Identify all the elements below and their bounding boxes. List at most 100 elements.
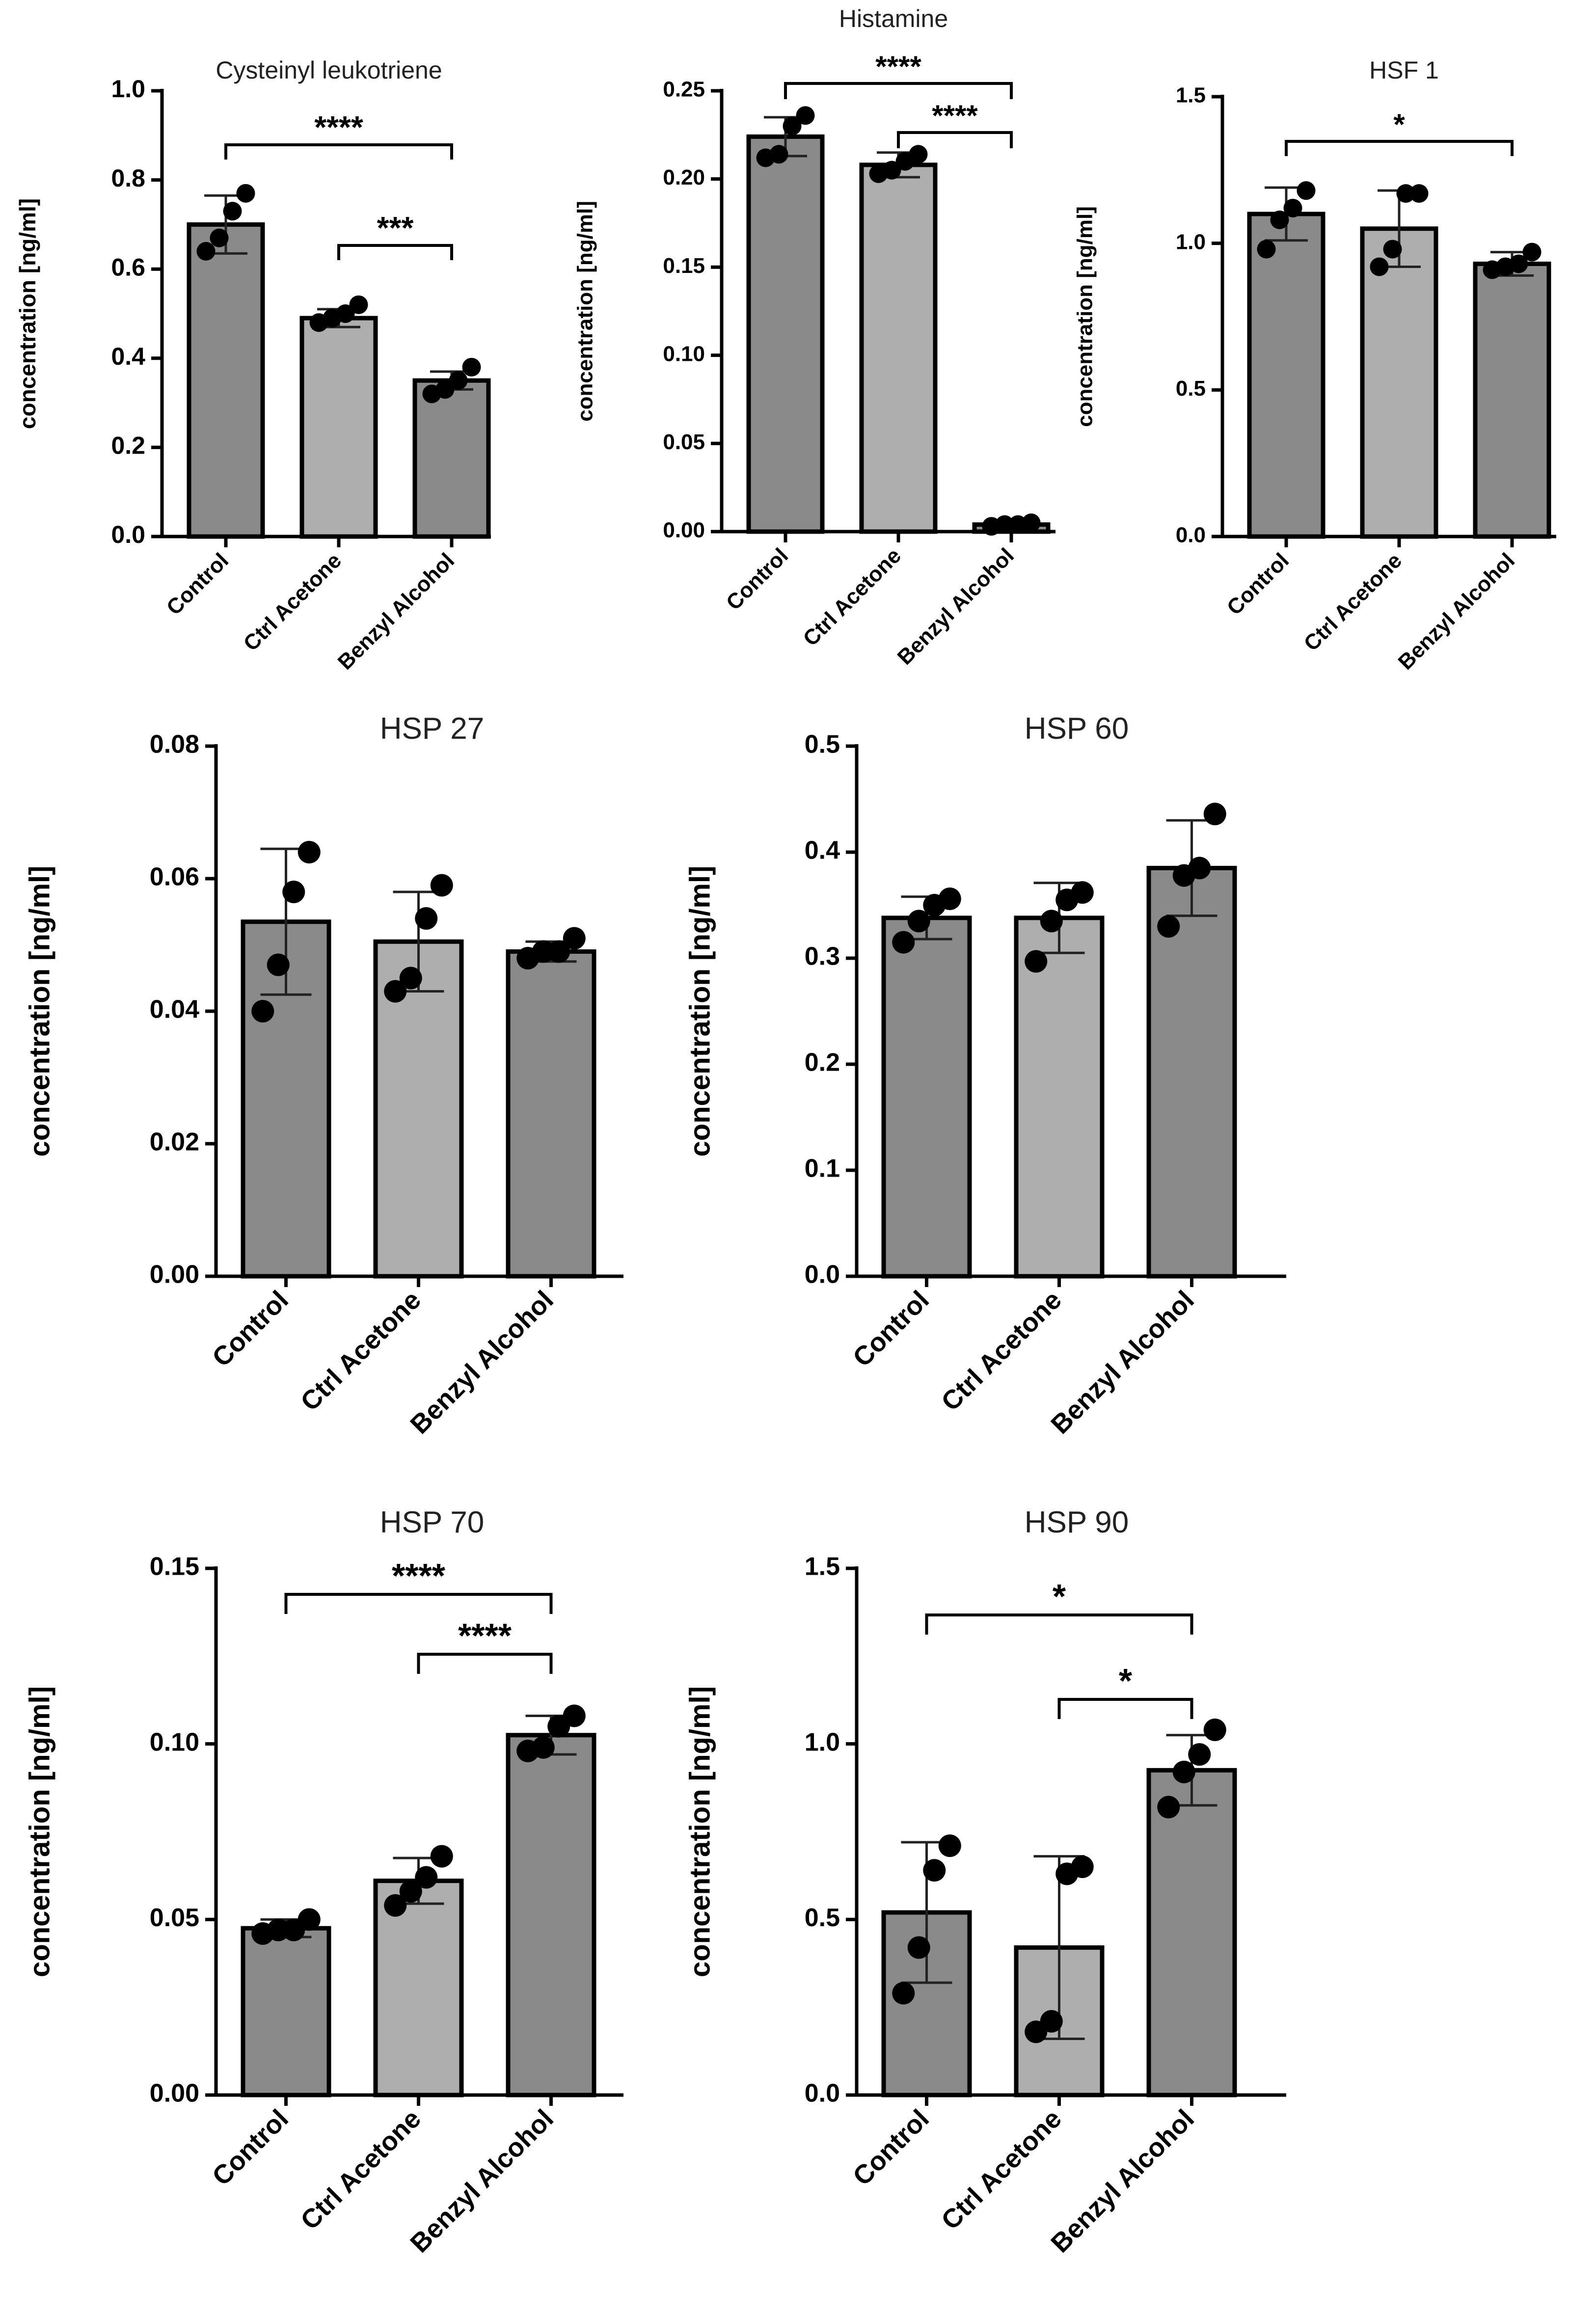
significance-label: * xyxy=(1119,1662,1133,1700)
data-point-control xyxy=(892,1982,915,2005)
significance-label: **** xyxy=(392,1557,446,1595)
bar-benzyl-alcohol xyxy=(506,949,596,1279)
y-tick-label: 0.5 xyxy=(805,730,840,759)
data-point-benzyl-alcohol xyxy=(1188,857,1211,880)
data-point-ctrl-acetone xyxy=(399,967,422,990)
x-tick-label-ctrl-acetone: Ctrl Acetone xyxy=(936,2104,1067,2235)
y-axis-title: concentration [ng/ml] xyxy=(24,1686,55,1977)
y-tick-label: 0.04 xyxy=(150,995,199,1024)
chart-hsp-60: HSP 60 concentration [ng/ml] 0.0 0.1 0.2 0.3 0… xyxy=(684,712,1286,1440)
y-tick-label: 0.25 xyxy=(663,78,705,102)
data-point-ctrl-acetone xyxy=(415,1866,438,1889)
data-point-ctrl-acetone xyxy=(349,295,368,314)
x-tick-label-control: Control xyxy=(847,1285,935,1372)
data-point-ctrl-acetone xyxy=(430,874,453,897)
y-tick-label: 0.00 xyxy=(663,518,705,542)
significance-bracket xyxy=(925,1613,1193,1635)
data-point-control xyxy=(796,106,815,125)
data-point-ctrl-acetone xyxy=(1071,881,1094,904)
x-tick-label-control: Control xyxy=(162,548,233,619)
data-point-ctrl-acetone xyxy=(1409,184,1429,203)
y-tick-label: 0.00 xyxy=(150,2079,199,2108)
data-point-control xyxy=(196,242,216,261)
bar-control xyxy=(881,915,972,1279)
significance-bracket xyxy=(784,82,1013,99)
data-point-benzyl-alcohol xyxy=(547,940,570,963)
bar-benzyl-alcohol xyxy=(412,378,491,539)
y-tick-label: 0.0 xyxy=(1176,523,1206,547)
x-tick-label-benzyl-alcohol: Benzyl Alcohol xyxy=(405,2104,559,2258)
data-point-benzyl-alcohol xyxy=(1172,1760,1195,1783)
y-tick-label: 0.3 xyxy=(805,942,840,971)
significance-bracket xyxy=(1285,140,1514,156)
data-point-ctrl-acetone xyxy=(415,907,438,930)
significance-bracket xyxy=(1057,1698,1193,1719)
x-tick-label-benzyl-alcohol: Benzyl Alcohol xyxy=(1045,2104,1200,2258)
x-tick-label-ctrl-acetone: Ctrl Acetone xyxy=(295,1285,427,1417)
bar-ctrl-acetone xyxy=(373,1879,464,2097)
data-point-ctrl-acetone xyxy=(336,304,355,323)
y-axis-title: concentration [ng/ml] xyxy=(684,866,716,1157)
data-point-control xyxy=(923,1859,946,1882)
data-point-benzyl-alcohol xyxy=(1203,803,1226,826)
significance-label: * xyxy=(1393,108,1405,141)
y-axis-title: concentration [ng/ml] xyxy=(573,201,597,422)
bar-benzyl-alcohol xyxy=(1473,261,1551,539)
bar-ctrl-acetone xyxy=(299,316,378,539)
data-point-benzyl-alcohol xyxy=(532,940,555,963)
data-point-benzyl-alcohol xyxy=(449,371,468,390)
data-point-ctrl-acetone xyxy=(1396,184,1415,203)
data-point-benzyl-alcohol xyxy=(435,380,455,399)
y-tick-label: 0.5 xyxy=(1176,376,1206,401)
data-point-control xyxy=(938,1834,961,1857)
bar-ctrl-acetone xyxy=(1014,915,1105,1279)
y-tick-label: 1.0 xyxy=(1176,230,1206,254)
data-point-ctrl-acetone xyxy=(1040,910,1063,933)
y-tick-label: 0.0 xyxy=(111,521,145,548)
data-point-benzyl-alcohol xyxy=(1157,915,1180,938)
x-tick-label-benzyl-alcohol: Benzyl Alcohol xyxy=(1045,1285,1200,1440)
significance-bracket xyxy=(417,1653,553,1674)
y-axis-title: concentration [ng/ml] xyxy=(684,1686,716,1977)
data-point-ctrl-acetone xyxy=(430,1845,453,1868)
bar-benzyl-alcohol xyxy=(1146,1768,1237,2097)
x-tick-label-control: Control xyxy=(1222,548,1294,619)
data-point-control xyxy=(298,841,321,863)
data-point-control xyxy=(907,910,930,933)
chart-hsf-1: HSF 1 concentration [ng/ml] 0.0 0.5 1.0 1.5 Co… xyxy=(1073,56,1556,674)
chart-title: Histamine xyxy=(839,5,948,32)
y-tick-label: 0.15 xyxy=(663,254,705,278)
x-tick-label-ctrl-acetone: Ctrl Acetone xyxy=(239,548,346,655)
x-tick-label-ctrl-acetone: Ctrl Acetone xyxy=(936,1285,1067,1417)
data-point-control xyxy=(1297,181,1316,200)
y-axis-title: concentration [ng/ml] xyxy=(1073,206,1097,427)
data-point-benzyl-alcohol xyxy=(1022,513,1041,533)
x-tick-label-ctrl-acetone: Ctrl Acetone xyxy=(295,2104,427,2235)
data-point-benzyl-alcohol xyxy=(563,927,586,950)
chart-cysteinyl-leukotriene: Cysteinyl leukotriene concentration [ng/m… xyxy=(15,56,491,674)
data-point-ctrl-acetone xyxy=(1071,1855,1094,1879)
data-point-benzyl-alcohol xyxy=(1203,1719,1226,1742)
data-point-ctrl-acetone xyxy=(909,145,928,164)
data-point-ctrl-acetone xyxy=(384,1894,407,1917)
chart-title: HSF 1 xyxy=(1369,56,1439,84)
y-tick-label: 0.05 xyxy=(663,430,705,454)
data-point-control xyxy=(892,931,915,954)
chart-title: Cysteinyl leukotriene xyxy=(216,56,442,84)
x-tick-label-control: Control xyxy=(847,2104,935,2191)
chart-hsp-27: HSP 27 concentration [ng/ml] 0.00 0.02 0.04 0… xyxy=(24,712,623,1440)
data-point-control xyxy=(282,881,305,903)
data-point-ctrl-acetone xyxy=(1370,257,1389,276)
significance-bracket xyxy=(284,1593,553,1614)
significance-label: **** xyxy=(314,109,363,145)
x-tick-label-control: Control xyxy=(207,2104,294,2191)
data-point-control xyxy=(938,887,961,911)
bar-control xyxy=(746,134,825,534)
data-point-benzyl-alcohol xyxy=(1509,254,1528,273)
y-tick-label: 0.10 xyxy=(150,1728,199,1756)
chart-histamine: Histamine concentration [ng/ml] 0.00 0.05 0.… xyxy=(573,5,1055,670)
y-tick-label: 1.5 xyxy=(1176,83,1206,108)
data-point-control xyxy=(1270,210,1289,229)
y-axis-title: concentration [ng/ml] xyxy=(15,198,40,429)
chart-title: HSP 27 xyxy=(380,712,485,746)
